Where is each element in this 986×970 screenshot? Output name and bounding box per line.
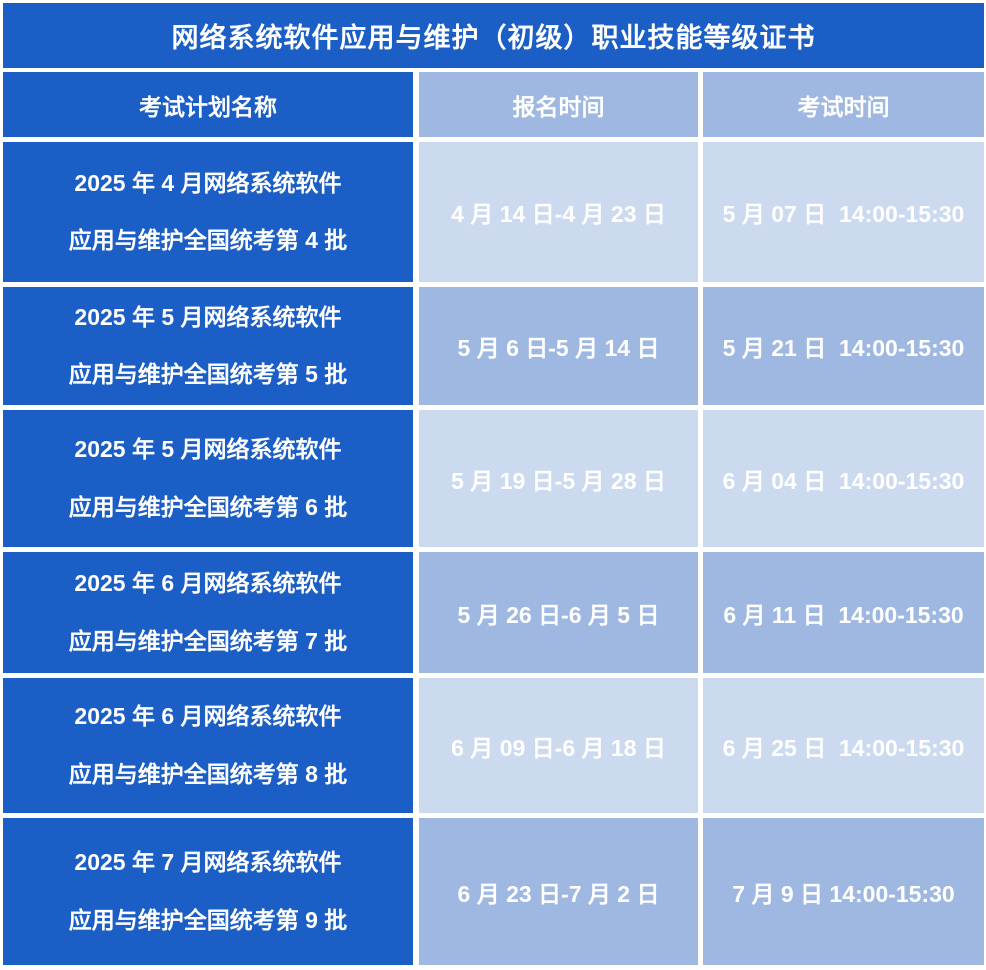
exam-plan-name-line2: 应用与维护全国统考第 9 批 <box>68 906 348 933</box>
table-row: 2025 年 4 月网络系统软件 应用与维护全国统考第 4 批 4 月 14 日… <box>3 142 984 282</box>
registration-time-cell: 5 月 6 日-5 月 14 日 <box>419 287 698 405</box>
table-row: 2025 年 7 月网络系统软件 应用与维护全国统考第 9 批 6 月 23 日… <box>3 818 984 965</box>
exam-plan-name-line1: 2025 年 7 月网络系统软件 <box>74 849 342 876</box>
column-header-registration-time: 报名时间 <box>419 72 698 137</box>
registration-time-cell: 6 月 23 日-7 月 2 日 <box>419 818 698 965</box>
exam-plan-name-line1: 2025 年 5 月网络系统软件 <box>74 303 342 330</box>
exam-plan-name-cell: 2025 年 7 月网络系统软件 应用与维护全国统考第 9 批 <box>3 818 413 965</box>
table-header-row: 考试计划名称 报名时间 考试时间 <box>3 72 984 137</box>
table-row: 2025 年 6 月网络系统软件 应用与维护全国统考第 7 批 5 月 26 日… <box>3 552 984 673</box>
exam-plan-name-line2: 应用与维护全国统考第 5 批 <box>68 361 348 387</box>
table-row: 2025 年 6 月网络系统软件 应用与维护全国统考第 8 批 6 月 09 日… <box>3 678 984 813</box>
exam-time-cell: 5 月 07 日 14:00-15:30 <box>703 142 984 282</box>
exam-plan-name-line2: 应用与维护全国统考第 8 批 <box>68 760 348 787</box>
exam-time-cell: 6 月 04 日 14:00-15:30 <box>703 410 984 547</box>
registration-time-cell: 4 月 14 日-4 月 23 日 <box>419 142 698 282</box>
exam-plan-name-cell: 2025 年 6 月网络系统软件 应用与维护全国统考第 7 批 <box>3 552 413 673</box>
exam-time-cell: 6 月 25 日 14:00-15:30 <box>703 678 984 813</box>
exam-plan-name-line1: 2025 年 6 月网络系统软件 <box>74 703 342 730</box>
table-row: 2025 年 5 月网络系统软件 应用与维护全国统考第 5 批 5 月 6 日-… <box>3 287 984 405</box>
exam-plan-name-line1: 2025 年 6 月网络系统软件 <box>74 570 342 597</box>
exam-plan-name-cell: 2025 年 6 月网络系统软件 应用与维护全国统考第 8 批 <box>3 678 413 813</box>
exam-plan-name-line2: 应用与维护全国统考第 7 批 <box>68 627 348 654</box>
exam-plan-name-cell: 2025 年 4 月网络系统软件 应用与维护全国统考第 4 批 <box>3 142 413 282</box>
registration-time-cell: 6 月 09 日-6 月 18 日 <box>419 678 698 813</box>
exam-time-cell: 5 月 21 日 14:00-15:30 <box>703 287 984 405</box>
exam-plan-name-line1: 2025 年 5 月网络系统软件 <box>74 436 342 463</box>
exam-time-cell: 7 月 9 日 14:00-15:30 <box>703 818 984 965</box>
registration-time-cell: 5 月 26 日-6 月 5 日 <box>419 552 698 673</box>
table-title: 网络系统软件应用与维护（初级）职业技能等级证书 <box>3 3 984 68</box>
table-row: 2025 年 5 月网络系统软件 应用与维护全国统考第 6 批 5 月 19 日… <box>3 410 984 547</box>
exam-plan-name-line1: 2025 年 4 月网络系统软件 <box>74 169 342 196</box>
exam-plan-name-line2: 应用与维护全国统考第 6 批 <box>68 493 348 520</box>
exam-plan-name-cell: 2025 年 5 月网络系统软件 应用与维护全国统考第 5 批 <box>3 287 413 405</box>
exam-time-cell: 6 月 11 日 14:00-15:30 <box>703 552 984 673</box>
registration-time-cell: 5 月 19 日-5 月 28 日 <box>419 410 698 547</box>
column-header-exam-time: 考试时间 <box>703 72 984 137</box>
exam-plan-name-line2: 应用与维护全国统考第 4 批 <box>68 227 348 253</box>
column-header-plan-name: 考试计划名称 <box>3 72 413 137</box>
exam-plan-name-cell: 2025 年 5 月网络系统软件 应用与维护全国统考第 6 批 <box>3 410 413 547</box>
